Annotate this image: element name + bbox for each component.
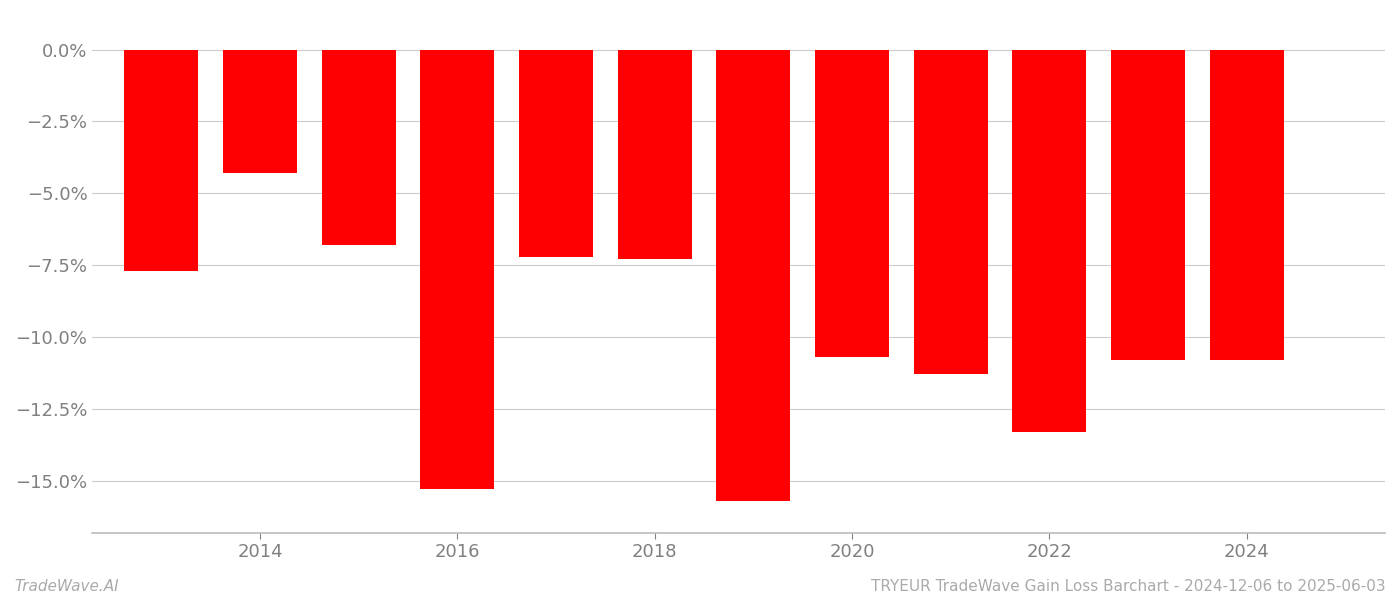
Bar bbox=[815, 50, 889, 357]
Bar bbox=[519, 50, 594, 257]
Bar bbox=[1012, 50, 1086, 432]
Bar bbox=[223, 50, 297, 173]
Bar bbox=[125, 50, 199, 271]
Bar bbox=[420, 50, 494, 490]
Bar bbox=[1210, 50, 1284, 360]
Bar bbox=[914, 50, 988, 374]
Bar bbox=[617, 50, 692, 259]
Bar bbox=[322, 50, 396, 245]
Text: TRYEUR TradeWave Gain Loss Barchart - 2024-12-06 to 2025-06-03: TRYEUR TradeWave Gain Loss Barchart - 20… bbox=[871, 579, 1386, 594]
Text: TradeWave.AI: TradeWave.AI bbox=[14, 579, 119, 594]
Bar bbox=[717, 50, 791, 501]
Bar bbox=[1112, 50, 1186, 360]
